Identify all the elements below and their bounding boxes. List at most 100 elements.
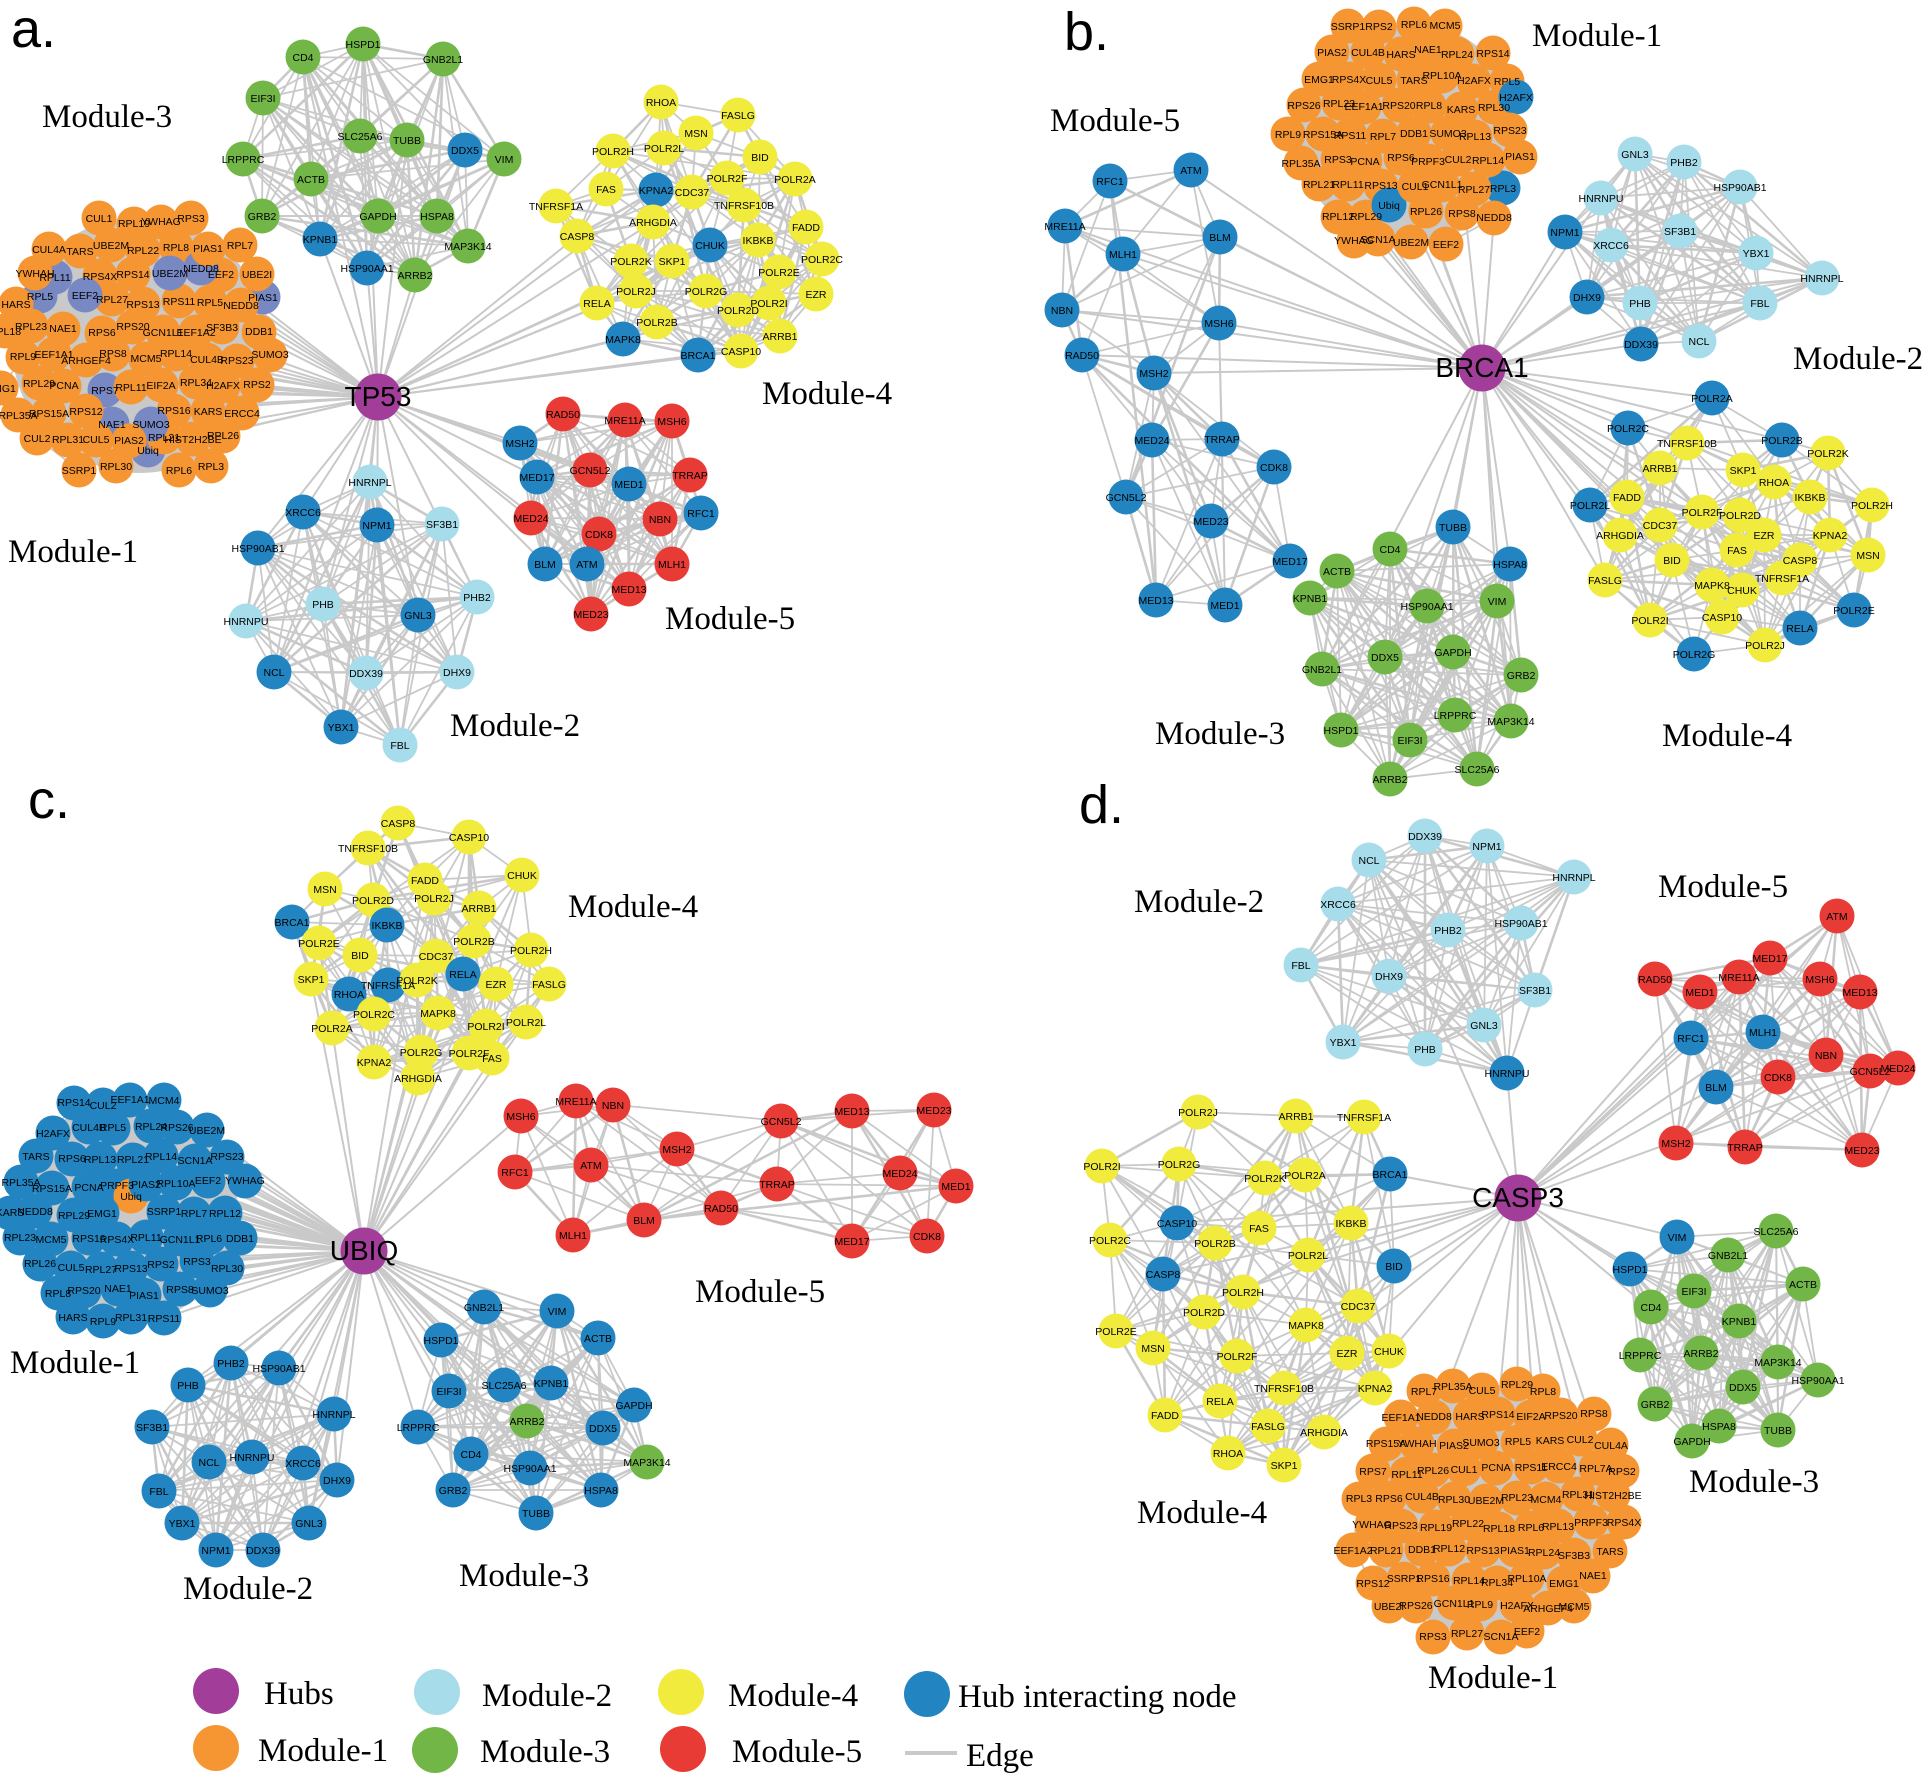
svg-text:EMG1: EMG1: [1304, 74, 1334, 86]
svg-text:RELA: RELA: [583, 298, 610, 310]
svg-text:CUL4B: CUL4B: [190, 354, 224, 366]
svg-text:CD4: CD4: [292, 52, 313, 64]
svg-text:YBX1: YBX1: [328, 722, 355, 734]
svg-text:LRPPRC: LRPPRC: [222, 154, 265, 166]
svg-text:POLR2F: POLR2F: [707, 173, 748, 185]
svg-text:ARRB1: ARRB1: [1642, 463, 1677, 475]
svg-text:MAPK8: MAPK8: [1288, 1320, 1324, 1332]
svg-text:RPL31: RPL31: [1562, 1489, 1594, 1501]
svg-text:TNFRSF10B: TNFRSF10B: [1657, 438, 1717, 450]
svg-text:KPNA2: KPNA2: [357, 1057, 392, 1069]
svg-text:XRCC6: XRCC6: [285, 507, 321, 519]
svg-text:MSN: MSN: [1141, 1343, 1164, 1355]
svg-text:Module-4: Module-4: [762, 376, 892, 412]
svg-text:CUL2: CUL2: [1445, 154, 1472, 166]
svg-text:HIST2H2BE: HIST2H2BE: [1584, 1490, 1641, 1502]
svg-text:MED23: MED23: [1193, 516, 1228, 528]
svg-text:RPS3: RPS3: [1324, 154, 1352, 166]
svg-text:PIAS1: PIAS1: [193, 243, 223, 255]
svg-text:YWHAG: YWHAG: [141, 216, 181, 228]
svg-text:HARS: HARS: [58, 1312, 87, 1324]
svg-text:ACTB: ACTB: [1789, 1279, 1817, 1291]
svg-text:RPS20: RPS20: [67, 1285, 100, 1297]
svg-text:POLR2C: POLR2C: [1089, 1235, 1131, 1247]
svg-text:RPL5: RPL5: [100, 1122, 126, 1134]
svg-text:UBE2M: UBE2M: [189, 1125, 225, 1137]
svg-text:BRCA1: BRCA1: [680, 350, 715, 362]
svg-text:XRCC6: XRCC6: [1320, 899, 1356, 911]
svg-text:ARRB2: ARRB2: [1372, 774, 1407, 786]
svg-text:ACTB: ACTB: [297, 174, 325, 186]
svg-text:EEF2: EEF2: [208, 269, 234, 281]
svg-text:PCNA: PCNA: [1350, 156, 1379, 168]
svg-text:CASP3: CASP3: [1472, 1182, 1564, 1213]
svg-text:HSPD1: HSPD1: [1323, 725, 1358, 737]
svg-text:RPS4X: RPS4X: [83, 271, 117, 283]
svg-text:MCM5: MCM5: [1430, 20, 1461, 32]
svg-text:POLR2K: POLR2K: [1807, 448, 1848, 460]
svg-text:RPL27: RPL27: [1458, 184, 1490, 196]
svg-text:CHUK: CHUK: [695, 240, 725, 252]
svg-text:RPL5: RPL5: [1494, 76, 1520, 88]
svg-text:ARHGEF4: ARHGEF4: [61, 355, 111, 367]
svg-text:GRB2: GRB2: [439, 1485, 468, 1497]
svg-text:RPL22: RPL22: [127, 245, 159, 257]
svg-text:RPS15A: RPS15A: [32, 1183, 72, 1195]
svg-text:RPL26: RPL26: [24, 1258, 56, 1270]
svg-text:IKBKB: IKBKB: [743, 235, 774, 247]
svg-text:FBL: FBL: [1291, 960, 1310, 972]
svg-text:GAPDH: GAPDH: [615, 1400, 652, 1412]
svg-text:RPL5: RPL5: [27, 291, 53, 303]
svg-text:SF3B1: SF3B1: [1664, 226, 1696, 238]
svg-text:HARS: HARS: [1455, 1411, 1484, 1423]
svg-text:RPS20: RPS20: [1382, 100, 1415, 112]
svg-text:GAPDH: GAPDH: [359, 211, 396, 223]
svg-text:DHX9: DHX9: [323, 1475, 351, 1487]
svg-text:SF3B1: SF3B1: [426, 519, 458, 531]
svg-text:DDB1: DDB1: [226, 1233, 254, 1245]
svg-text:POLR2E: POLR2E: [1095, 1326, 1136, 1338]
svg-text:RPS6: RPS6: [58, 1153, 86, 1165]
svg-text:EIF3I: EIF3I: [250, 93, 275, 105]
svg-text:EEF2: EEF2: [1433, 239, 1459, 251]
svg-text:TP53: TP53: [345, 381, 412, 412]
svg-text:RPS7: RPS7: [91, 385, 119, 397]
svg-text:RPS4X: RPS4X: [1607, 1517, 1641, 1529]
svg-text:MED24: MED24: [882, 1168, 917, 1180]
svg-text:CD4: CD4: [1379, 544, 1400, 556]
svg-text:UBIQ: UBIQ: [330, 1235, 398, 1266]
svg-text:MRE11A: MRE11A: [604, 415, 645, 427]
svg-text:POLR2B: POLR2B: [1761, 435, 1802, 447]
svg-text:Module-2: Module-2: [1793, 341, 1923, 377]
svg-text:NAE1: NAE1: [98, 419, 126, 431]
svg-text:SUMO3: SUMO3: [191, 1285, 229, 1297]
svg-text:Ubiq: Ubiq: [120, 1191, 142, 1203]
svg-text:GCN5L2: GCN5L2: [1850, 1066, 1891, 1078]
svg-text:RHOA: RHOA: [334, 989, 364, 1001]
svg-text:CHUK: CHUK: [1374, 1346, 1404, 1358]
svg-text:BLM: BLM: [1209, 232, 1231, 244]
svg-text:RPL8: RPL8: [45, 1288, 71, 1300]
svg-text:SSRP1: SSRP1: [1331, 21, 1366, 33]
svg-text:PCNA: PCNA: [49, 380, 78, 392]
svg-text:EEF2: EEF2: [72, 290, 98, 302]
svg-text:PHB: PHB: [1629, 298, 1651, 310]
svg-text:H2AFX: H2AFX: [36, 1128, 70, 1140]
svg-text:CUL4A: CUL4A: [32, 244, 66, 256]
svg-text:POLR2L: POLR2L: [1570, 500, 1610, 512]
svg-text:RPS4X: RPS4X: [1332, 74, 1366, 86]
svg-text:NBN: NBN: [1051, 305, 1073, 317]
svg-text:MSH6: MSH6: [506, 1111, 535, 1123]
svg-text:KPNA2: KPNA2: [1358, 1383, 1393, 1395]
svg-text:SF3B1: SF3B1: [136, 1422, 168, 1434]
svg-text:RPL13: RPL13: [1459, 131, 1491, 143]
svg-text:NPM1: NPM1: [362, 520, 391, 532]
svg-text:NEDD8: NEDD8: [223, 300, 259, 312]
svg-text:POLR2G: POLR2G: [400, 1047, 443, 1059]
svg-text:LRPPRC: LRPPRC: [1619, 1350, 1662, 1362]
svg-text:PRPF3: PRPF3: [1411, 156, 1445, 168]
svg-text:MSH2: MSH2: [662, 1144, 691, 1156]
svg-text:HSP90AA1: HSP90AA1: [1791, 1375, 1844, 1387]
svg-text:SSRP1: SSRP1: [147, 1206, 182, 1218]
svg-text:POLR2B: POLR2B: [453, 936, 494, 948]
